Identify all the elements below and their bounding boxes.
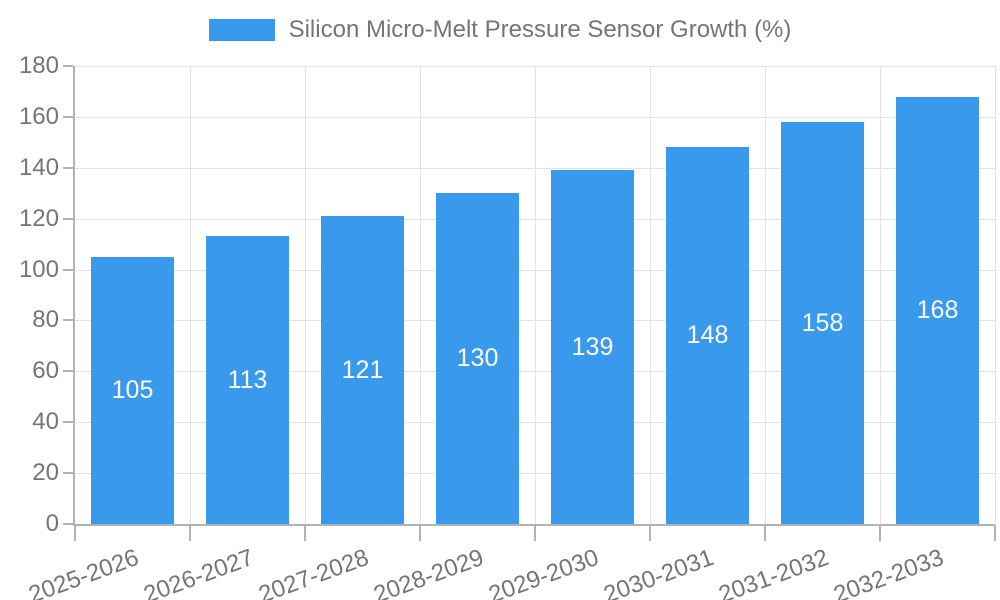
y-axis-tick-label: 40 xyxy=(32,408,59,436)
x-gridline xyxy=(190,66,191,524)
bar[interactable]: 139 xyxy=(551,170,634,524)
x-gridline xyxy=(535,66,536,524)
y-axis-tick xyxy=(63,217,73,220)
bar[interactable]: 130 xyxy=(436,193,519,524)
x-axis-tick xyxy=(534,526,536,541)
y-axis-tick xyxy=(63,523,73,525)
y-axis-tick xyxy=(63,166,73,169)
x-gridline xyxy=(650,66,651,524)
legend-label[interactable]: Silicon Micro-Melt Pressure Sensor Growt… xyxy=(288,16,792,43)
legend-swatch[interactable] xyxy=(208,19,275,41)
bar[interactable]: 105 xyxy=(91,257,174,524)
x-axis-tick xyxy=(764,526,766,541)
y-axis-tick xyxy=(63,115,73,118)
x-axis-tick xyxy=(419,526,421,541)
y-axis-tick-label: 80 xyxy=(32,306,59,334)
y-axis-tick-label: 120 xyxy=(18,204,59,232)
x-axis-tick xyxy=(649,526,651,541)
y-axis-tick-label: 100 xyxy=(18,255,59,283)
bar-value-label: 105 xyxy=(111,376,154,404)
y-axis-tick xyxy=(63,65,73,67)
bar-value-label: 148 xyxy=(686,321,729,349)
x-gridline xyxy=(305,66,306,524)
y-axis-tick-label: 60 xyxy=(32,357,59,385)
bar[interactable]: 158 xyxy=(781,122,864,524)
y-axis-tick-label: 160 xyxy=(18,102,59,130)
x-gridline xyxy=(420,66,421,524)
plot-area: 0 20 40 60 80 100 120 140 160 180 105 2025-2026 113 2… xyxy=(19,52,996,600)
legend[interactable]: Silicon Micro-Melt Pressure Sensor Growt… xyxy=(0,16,1000,44)
y-axis-tick-label: 20 xyxy=(32,459,59,487)
y-axis-tick-label: 140 xyxy=(18,153,59,181)
x-gridline xyxy=(765,66,766,524)
bar-value-label: 168 xyxy=(916,296,959,324)
y-axis-tick xyxy=(63,421,73,424)
x-gridline xyxy=(880,66,881,524)
y-axis-tick xyxy=(63,268,73,271)
y-axis-tick-label: 180 xyxy=(18,52,59,79)
bar-value-label: 139 xyxy=(571,332,614,361)
x-axis-tick xyxy=(74,526,76,541)
bar[interactable]: 121 xyxy=(321,216,404,524)
y-axis-tick-label: 0 xyxy=(45,510,59,537)
bar-value-label: 121 xyxy=(341,355,384,384)
y-axis-tick xyxy=(63,370,73,373)
bar[interactable]: 113 xyxy=(206,236,289,524)
x-axis-tick xyxy=(994,526,996,541)
y-axis-tick xyxy=(63,319,73,322)
x-axis-tick xyxy=(879,526,881,541)
x-axis-tick xyxy=(189,526,191,541)
y-axis-tick xyxy=(63,472,73,475)
x-axis-tick xyxy=(304,526,306,541)
bar-value-label: 113 xyxy=(227,365,268,394)
bar[interactable]: 168 xyxy=(896,97,979,524)
bar-value-label: 158 xyxy=(801,308,844,337)
bar-value-label: 130 xyxy=(456,344,499,372)
bar[interactable]: 148 xyxy=(666,147,749,524)
